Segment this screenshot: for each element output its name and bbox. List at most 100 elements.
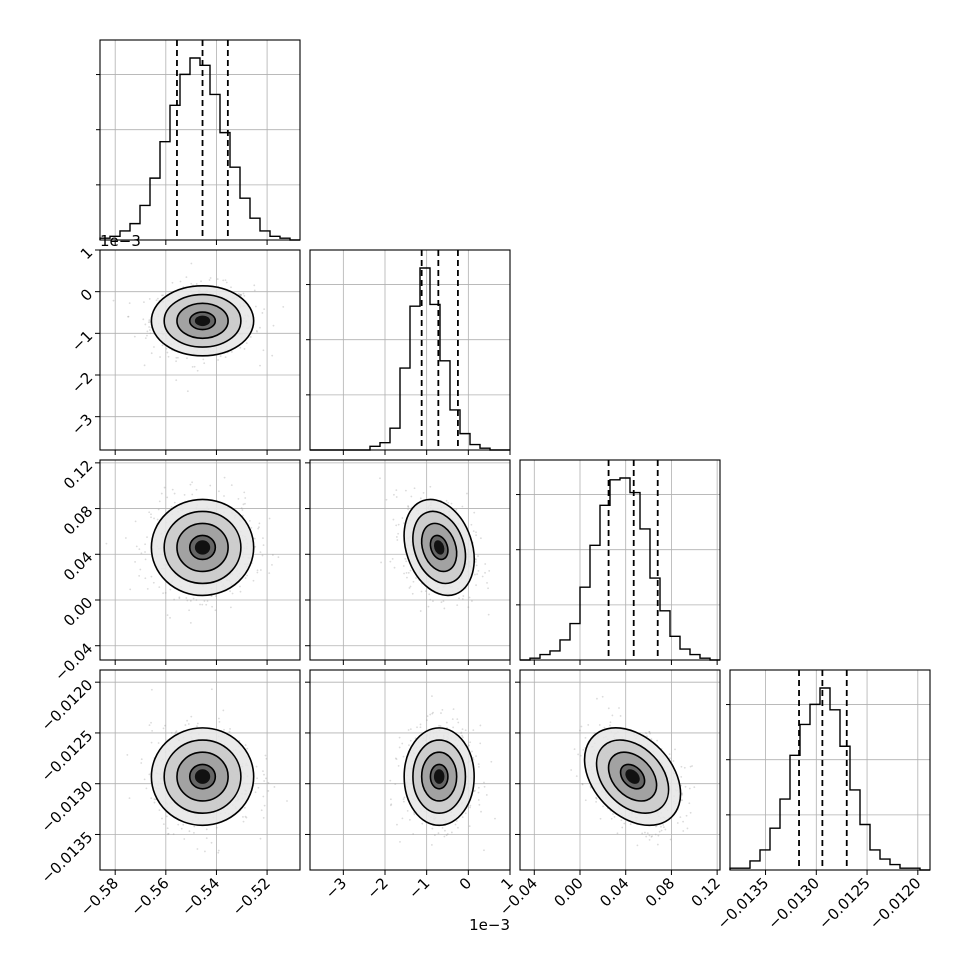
- scatter-point: [139, 568, 142, 571]
- scatter-point: [222, 709, 225, 712]
- scatter-point: [421, 822, 424, 825]
- scatter-point: [431, 712, 434, 715]
- scatter-point: [471, 600, 473, 602]
- scatter-point: [636, 844, 639, 847]
- scatter-point: [264, 754, 267, 757]
- scatter-point: [422, 491, 425, 494]
- scatter-point: [394, 757, 397, 760]
- scatter-point: [691, 765, 693, 767]
- scatter-point: [195, 488, 198, 491]
- scatter-point: [403, 572, 405, 575]
- y-tick-label: −2: [68, 369, 96, 397]
- scatter-point: [156, 518, 159, 521]
- density-peak: [194, 769, 211, 784]
- scatter-point: [483, 849, 485, 852]
- scatter-point: [254, 305, 257, 308]
- x-tick-label: −3: [322, 874, 350, 902]
- scatter-point: [244, 502, 246, 505]
- panel-2-1: [305, 459, 511, 665]
- scatter-point: [672, 760, 675, 762]
- scatter-point: [179, 280, 182, 283]
- scatter-point: [244, 497, 247, 499]
- scatter-point: [147, 321, 150, 324]
- scatter-point: [152, 581, 155, 584]
- scatter-point: [479, 742, 482, 745]
- scatter-point: [683, 766, 686, 769]
- scatter-point: [201, 603, 204, 606]
- scatter-point: [477, 555, 479, 557]
- scatter-point: [166, 496, 169, 499]
- density-peak: [194, 540, 211, 555]
- contour-3: [150, 727, 255, 827]
- scatter-point: [165, 815, 168, 818]
- scatter-point: [202, 358, 205, 361]
- scatter-point: [245, 816, 248, 819]
- scatter-point: [204, 850, 206, 853]
- scatter-point: [144, 543, 147, 546]
- scatter-point: [215, 826, 218, 829]
- scatter-point: [429, 713, 432, 716]
- contour-1: [420, 751, 458, 802]
- panel-3-3: −0.0135−0.0130−0.0125−0.0120: [714, 669, 931, 933]
- scatter-point: [158, 500, 161, 503]
- scatter-point: [150, 575, 153, 578]
- scatter-point: [602, 805, 604, 808]
- scatter-point: [219, 355, 222, 358]
- scatter-point: [209, 484, 212, 487]
- scatter-point: [258, 526, 260, 529]
- scatter-point: [668, 753, 671, 756]
- scatter-point: [407, 729, 410, 731]
- scatter-point: [245, 342, 248, 345]
- scatter-point: [646, 832, 649, 835]
- scatter-point: [165, 347, 168, 350]
- scatter-point: [469, 804, 472, 807]
- scatter-point: [390, 803, 393, 806]
- scatter-point: [188, 609, 191, 612]
- scatter-point: [239, 585, 241, 588]
- scatter-point: [268, 572, 271, 575]
- scatter-point: [685, 814, 688, 817]
- scatter-point: [399, 840, 401, 843]
- scatter-point: [150, 721, 152, 724]
- panel-3-1: −3 −2 −1 0 1: [305, 669, 517, 902]
- scatter-point: [419, 610, 422, 612]
- y-tick-label: 0.04: [60, 548, 96, 584]
- scatter-point: [259, 837, 262, 840]
- scatter-point: [648, 730, 651, 733]
- scatter-point: [395, 489, 398, 492]
- scatter-point: [157, 742, 160, 744]
- scatter-point: [575, 775, 578, 778]
- scatter-point: [242, 292, 245, 295]
- x-tick-label: 0: [456, 874, 475, 893]
- scatter-point: [461, 505, 464, 508]
- scatter-point: [261, 312, 264, 314]
- scatter-point: [438, 724, 440, 727]
- scatter-point: [402, 800, 405, 803]
- scatter-point: [433, 834, 436, 837]
- scatter-point: [688, 802, 691, 805]
- x-tick-label: −0.52: [229, 874, 274, 919]
- scatter-point: [148, 773, 151, 776]
- scatter-point: [243, 348, 246, 350]
- scatter-point: [143, 364, 146, 367]
- scatter-point: [411, 592, 414, 595]
- scatter-point: [389, 798, 392, 801]
- scatter-point: [217, 359, 219, 361]
- x-tick-label: −2: [363, 874, 391, 902]
- scatter-point: [427, 605, 430, 608]
- scatter-point: [456, 718, 459, 721]
- scatter-point: [157, 508, 160, 511]
- contour-3: [403, 498, 475, 597]
- scatter-point: [240, 293, 242, 296]
- scatter-point: [441, 708, 444, 711]
- scatter-point: [166, 827, 169, 830]
- y-tick-label: 0.12: [60, 456, 96, 492]
- scatter-point: [475, 584, 477, 587]
- scatter-point: [674, 748, 676, 751]
- scatter-point: [662, 824, 665, 826]
- scatter-point: [462, 736, 464, 739]
- scatter-point: [447, 501, 450, 504]
- scatter-point: [161, 294, 163, 297]
- scatter-point: [466, 492, 468, 495]
- scatter-point: [403, 522, 405, 524]
